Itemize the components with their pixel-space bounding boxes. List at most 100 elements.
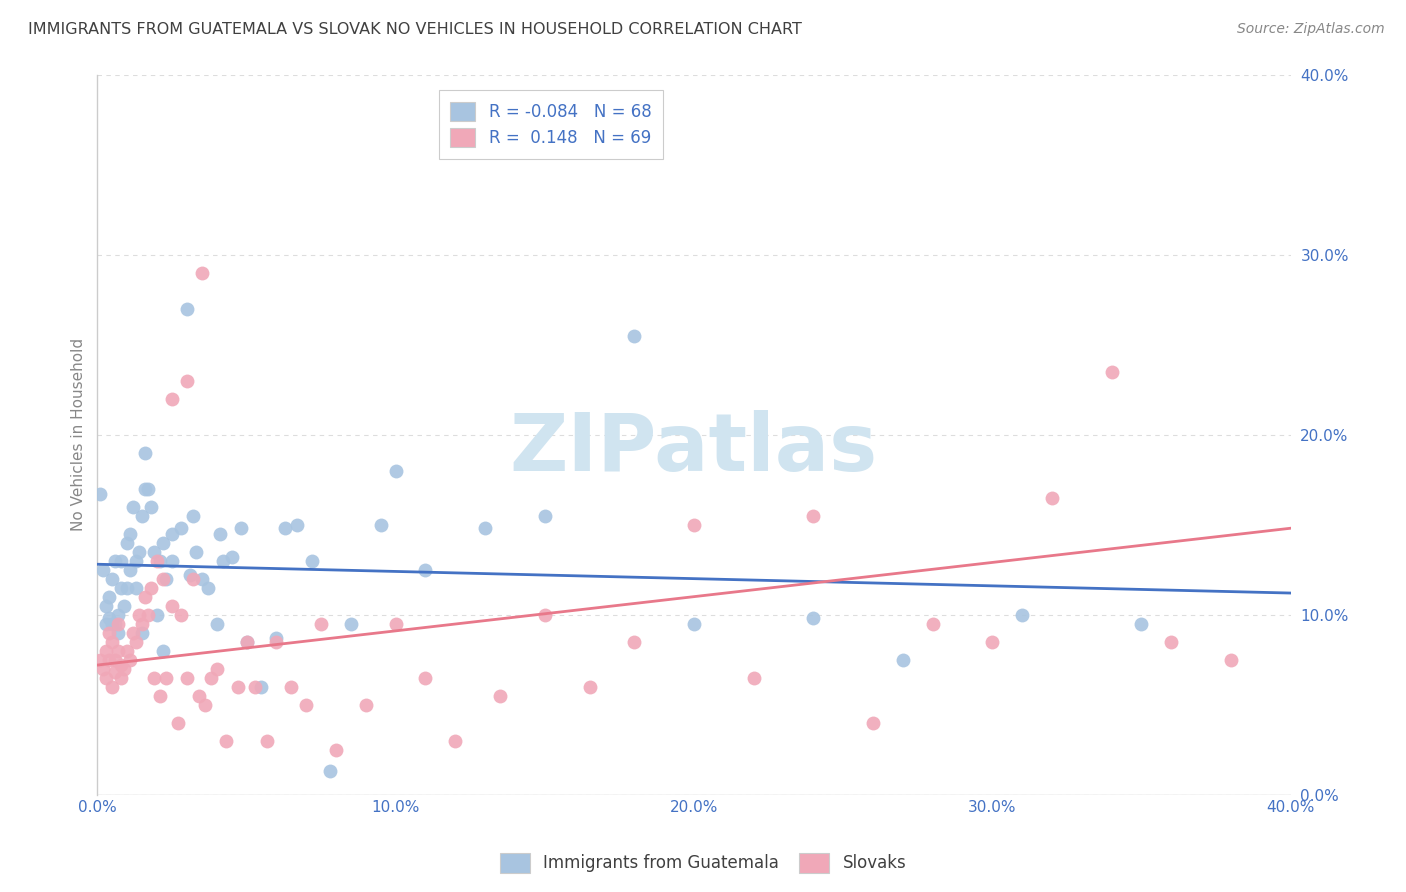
- Point: [131, 508, 153, 523]
- Point: [1011, 607, 1033, 622]
- Point: [266, 634, 288, 648]
- Point: [115, 535, 138, 549]
- Point: [981, 634, 1004, 648]
- Point: [104, 554, 127, 568]
- Point: [167, 715, 190, 730]
- Point: [101, 572, 124, 586]
- Point: [143, 671, 166, 685]
- Legend: R = -0.084   N = 68, R =  0.148   N = 69: R = -0.084 N = 68, R = 0.148 N = 69: [439, 90, 664, 159]
- Point: [134, 590, 156, 604]
- Point: [179, 568, 201, 582]
- Point: [489, 689, 512, 703]
- Point: [190, 572, 212, 586]
- Point: [384, 464, 406, 478]
- Point: [170, 521, 193, 535]
- Point: [742, 671, 765, 685]
- Point: [101, 680, 124, 694]
- Point: [125, 634, 148, 648]
- Point: [370, 517, 392, 532]
- Point: [319, 764, 342, 779]
- Point: [160, 526, 183, 541]
- Point: [139, 581, 162, 595]
- Point: [98, 590, 121, 604]
- Point: [91, 563, 114, 577]
- Point: [112, 662, 135, 676]
- Point: [245, 680, 267, 694]
- Point: [235, 634, 257, 648]
- Point: [107, 643, 129, 657]
- Point: [98, 611, 121, 625]
- Point: [107, 625, 129, 640]
- Point: [125, 581, 148, 595]
- Point: [122, 625, 145, 640]
- Point: [134, 445, 156, 459]
- Point: [112, 599, 135, 613]
- Point: [184, 544, 207, 558]
- Point: [266, 631, 288, 645]
- Point: [801, 508, 824, 523]
- Point: [101, 634, 124, 648]
- Point: [160, 392, 183, 406]
- Point: [122, 500, 145, 514]
- Point: [160, 599, 183, 613]
- Point: [107, 607, 129, 622]
- Point: [197, 581, 219, 595]
- Point: [146, 607, 169, 622]
- Point: [128, 544, 150, 558]
- Point: [250, 680, 273, 694]
- Point: [1101, 365, 1123, 379]
- Point: [444, 733, 467, 747]
- Point: [155, 572, 177, 586]
- Point: [120, 563, 142, 577]
- Point: [110, 554, 132, 568]
- Point: [295, 698, 318, 712]
- Text: Source: ZipAtlas.com: Source: ZipAtlas.com: [1237, 22, 1385, 37]
- Point: [104, 665, 127, 680]
- Point: [533, 607, 555, 622]
- Point: [110, 658, 132, 673]
- Point: [152, 572, 174, 586]
- Point: [1040, 491, 1063, 505]
- Point: [131, 625, 153, 640]
- Point: [176, 301, 198, 316]
- Point: [187, 689, 209, 703]
- Point: [340, 616, 363, 631]
- Point: [274, 521, 297, 535]
- Point: [131, 616, 153, 631]
- Point: [533, 508, 555, 523]
- Point: [120, 526, 142, 541]
- Point: [89, 653, 111, 667]
- Point: [190, 266, 212, 280]
- Point: [194, 698, 217, 712]
- Point: [136, 607, 159, 622]
- Point: [891, 653, 914, 667]
- Point: [226, 680, 249, 694]
- Point: [623, 634, 645, 648]
- Point: [181, 508, 204, 523]
- Point: [384, 616, 406, 631]
- Point: [176, 374, 198, 388]
- Point: [115, 581, 138, 595]
- Point: [415, 671, 437, 685]
- Point: [862, 715, 884, 730]
- Point: [211, 554, 233, 568]
- Point: [96, 643, 118, 657]
- Point: [214, 733, 236, 747]
- Point: [170, 607, 193, 622]
- Point: [285, 517, 308, 532]
- Point: [125, 554, 148, 568]
- Point: [110, 671, 132, 685]
- Point: [152, 535, 174, 549]
- Point: [683, 517, 706, 532]
- Point: [128, 607, 150, 622]
- Point: [155, 671, 177, 685]
- Point: [139, 500, 162, 514]
- Point: [149, 554, 172, 568]
- Point: [354, 698, 377, 712]
- Point: [98, 625, 121, 640]
- Point: [801, 611, 824, 625]
- Point: [415, 563, 437, 577]
- Y-axis label: No Vehicles in Household: No Vehicles in Household: [72, 338, 86, 531]
- Point: [134, 482, 156, 496]
- Point: [683, 616, 706, 631]
